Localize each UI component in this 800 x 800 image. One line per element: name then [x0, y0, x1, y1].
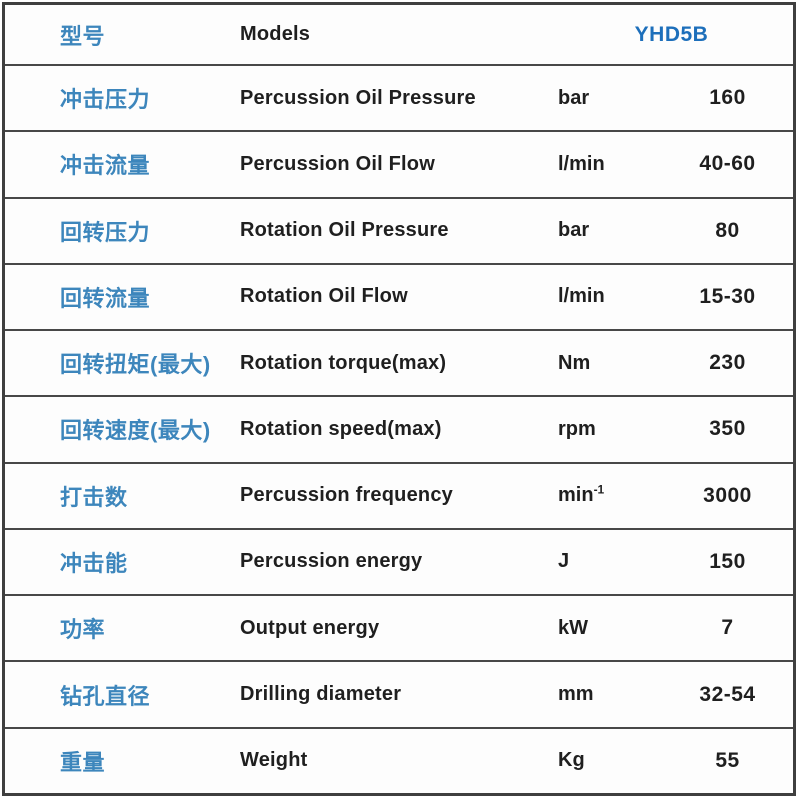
value-cell: 160	[709, 86, 746, 110]
label-en: Rotation torque(max)	[240, 351, 447, 374]
value-cell: 40-60	[699, 152, 756, 176]
label-en: Percussion Oil Pressure	[240, 86, 476, 109]
label-cn: 钻孔直径	[60, 683, 151, 709]
value-cell: 3000	[703, 483, 752, 507]
unit-cell: min-1	[558, 482, 605, 507]
label-en: Percussion Oil Flow	[240, 152, 435, 175]
label-en: Drilling diameter	[240, 683, 402, 706]
table-row-drilling-diameter: 钻孔直径 Drilling diameter mm 32-54	[5, 660, 793, 727]
label-cn: 功率	[60, 617, 106, 643]
model-value: YHD5B	[634, 22, 709, 46]
table-row-output-energy: 功率 Output energy kW 7	[5, 594, 793, 661]
table-row-rotation-oil-pressure: 回转压力 Rotation Oil Pressure bar 80	[5, 196, 793, 263]
label-cn: 冲击能	[60, 550, 128, 576]
label-cn: 冲击压力	[60, 87, 151, 113]
value-cell: 350	[709, 417, 746, 441]
label-cn: 重量	[60, 749, 106, 775]
label-en: Rotation Oil Flow	[240, 285, 408, 308]
unit-cell: l/min	[558, 152, 605, 175]
table-row-rotation-speed-max: 回转速度(最大) Rotation speed(max) rpm 350	[5, 395, 793, 462]
unit-cell: l/min	[558, 285, 605, 308]
unit-cell: bar	[558, 219, 590, 242]
label-en: Weight	[240, 749, 308, 772]
unit-cell: Nm	[558, 351, 591, 374]
value-cell: 55	[715, 748, 740, 772]
table-row-percussion-frequency: 打击数 Percussion frequency min-1 3000	[5, 461, 793, 528]
label-cn: 回转压力	[60, 219, 151, 245]
table-row-percussion-oil-flow: 冲击流量 Percussion Oil Flow l/min 40-60	[5, 130, 793, 197]
label-en: Output energy	[240, 616, 380, 639]
label-en-models: Models	[240, 23, 311, 45]
value-cell: 230	[709, 351, 746, 375]
table-row-percussion-oil-pressure: 冲击压力 Percussion Oil Pressure bar 160	[5, 64, 793, 131]
unit-cell: rpm	[558, 417, 596, 440]
unit-cell: Kg	[558, 749, 585, 772]
label-cn: 打击数	[60, 484, 128, 510]
unit-cell: mm	[558, 683, 594, 706]
unit-cell: kW	[558, 616, 588, 639]
label-cn: 回转扭矩(最大)	[60, 352, 211, 378]
unit-cell: J	[558, 550, 570, 573]
label-cn: 回转速度(最大)	[60, 418, 211, 444]
label-cn: 回转流量	[60, 285, 151, 311]
table-row-rotation-oil-flow: 回转流量 Rotation Oil Flow l/min 15-30	[5, 262, 793, 330]
value-cell: 150	[709, 549, 746, 573]
value-cell: 32-54	[699, 682, 756, 706]
value-cell: 7	[721, 616, 734, 640]
label-cn-models: 型号	[60, 23, 106, 49]
table-row-models: 型号 Models YHD5B	[5, 5, 793, 64]
label-en: Rotation Oil Pressure	[240, 219, 449, 242]
unit-cell: bar	[558, 86, 590, 109]
label-en: Percussion frequency	[240, 484, 453, 507]
table-row-rotation-torque-max: 回转扭矩(最大) Rotation torque(max) Nm 230	[5, 329, 793, 396]
value-cell: 80	[715, 218, 740, 242]
label-en: Rotation speed(max)	[240, 417, 442, 440]
table-row-weight: 重量 Weight Kg 55	[5, 726, 793, 793]
table-row-percussion-energy: 冲击能 Percussion energy J 150	[5, 527, 793, 595]
label-en: Percussion energy	[240, 550, 423, 573]
value-cell: 15-30	[699, 284, 756, 308]
label-cn: 冲击流量	[60, 153, 151, 179]
